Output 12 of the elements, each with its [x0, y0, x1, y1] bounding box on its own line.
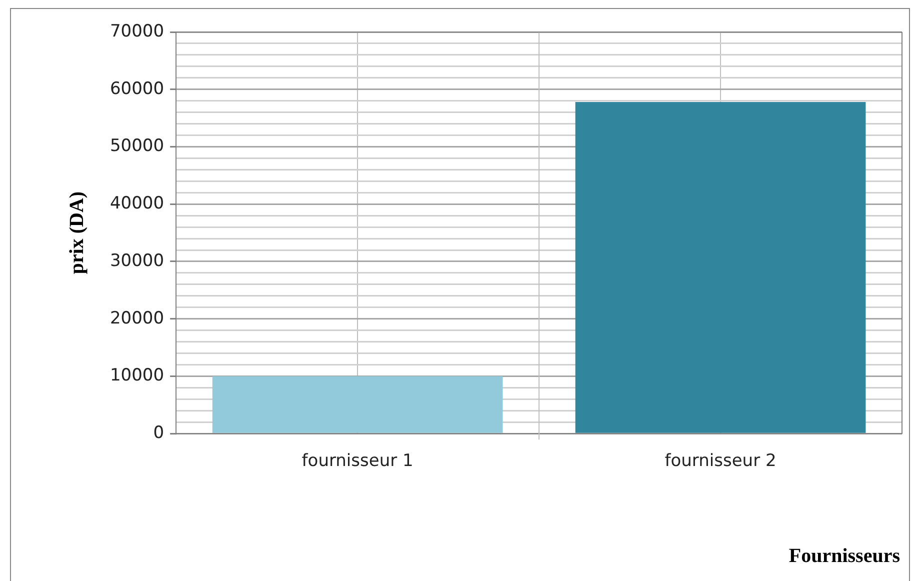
x-tick-label: fournisseur 2	[664, 451, 776, 472]
y-axis-title: prix (DA)	[66, 191, 88, 274]
x-axis-title: Fournisseurs	[788, 545, 900, 568]
y-tick-label: 30000	[110, 250, 164, 271]
y-tick-label: 20000	[110, 308, 164, 328]
y-tick-label: 50000	[110, 136, 164, 156]
y-tick-label: 60000	[110, 78, 164, 99]
x-tick-label: fournisseur 1	[302, 451, 414, 472]
y-tick-label: 70000	[110, 21, 164, 42]
y-tick-label: 0	[153, 423, 164, 444]
y-tick-label: 40000	[110, 194, 164, 214]
y-tick-label: 10000	[110, 366, 164, 386]
